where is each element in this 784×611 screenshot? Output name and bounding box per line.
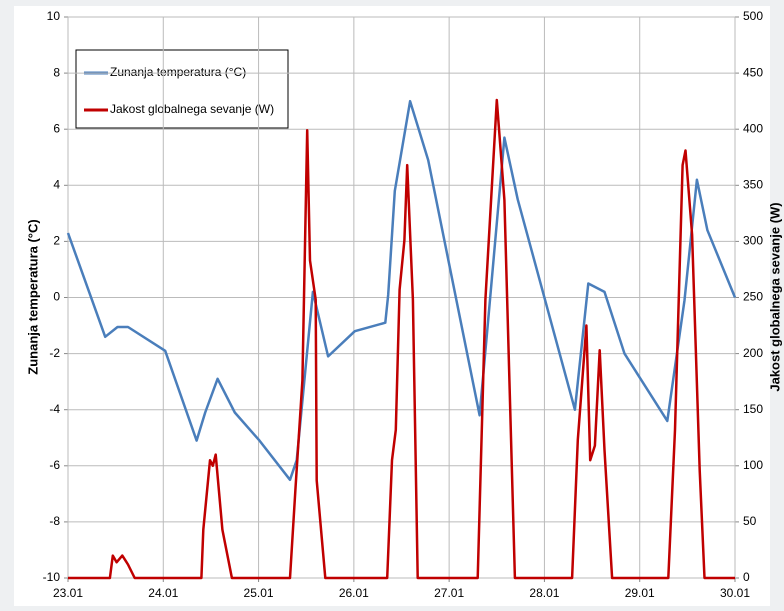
y-tick-label: 0 (53, 290, 60, 304)
y2-tick-label: 0 (743, 570, 750, 584)
y-tick-label: -2 (49, 346, 60, 360)
x-tick-label: 26.01 (339, 586, 369, 600)
y-tick-label: 4 (53, 177, 60, 191)
y-tick-label: -8 (49, 514, 60, 528)
y-tick-label: 6 (53, 121, 60, 135)
y-tick-label: -4 (49, 402, 60, 416)
y-tick-label: -10 (43, 570, 61, 584)
x-tick-label: 29.01 (625, 586, 655, 600)
y-tick-label: 2 (53, 234, 60, 248)
x-tick-label: 27.01 (434, 586, 464, 600)
legend-label: Jakost globalnega sevanje (W) (110, 102, 274, 116)
legend-box (76, 50, 288, 128)
legend-label: Zunanja temperatura (°C) (110, 65, 246, 79)
y2-tick-label: 300 (743, 234, 763, 248)
y2-axis-title: Jakost globalnega sevanje (W) (767, 202, 782, 391)
y2-tick-label: 100 (743, 458, 763, 472)
y-axis-title: Zunanja temperatura (°C) (25, 219, 40, 374)
y2-tick-label: 250 (743, 290, 763, 304)
y-tick-label: 8 (53, 65, 60, 79)
y2-tick-label: 200 (743, 346, 763, 360)
y-tick-label: -6 (49, 458, 60, 472)
y2-tick-label: 150 (743, 402, 763, 416)
y2-tick-label: 50 (743, 514, 757, 528)
y2-tick-label: 500 (743, 9, 763, 23)
y-tick-label: 10 (47, 9, 61, 23)
x-tick-label: 28.01 (529, 586, 559, 600)
y2-tick-label: 450 (743, 65, 763, 79)
legend: Zunanja temperatura (°C) Jakost globalneg… (76, 50, 288, 128)
x-tick-label: 30.01 (720, 586, 750, 600)
x-tick-label: 23.01 (53, 586, 83, 600)
y2-tick-label: 350 (743, 177, 763, 191)
y2-tick-label: 400 (743, 121, 763, 135)
chart: Zunanja temperatura (°C) Jakost globalne… (0, 0, 784, 611)
x-tick-label: 24.01 (148, 586, 178, 600)
x-tick-label: 25.01 (244, 586, 274, 600)
